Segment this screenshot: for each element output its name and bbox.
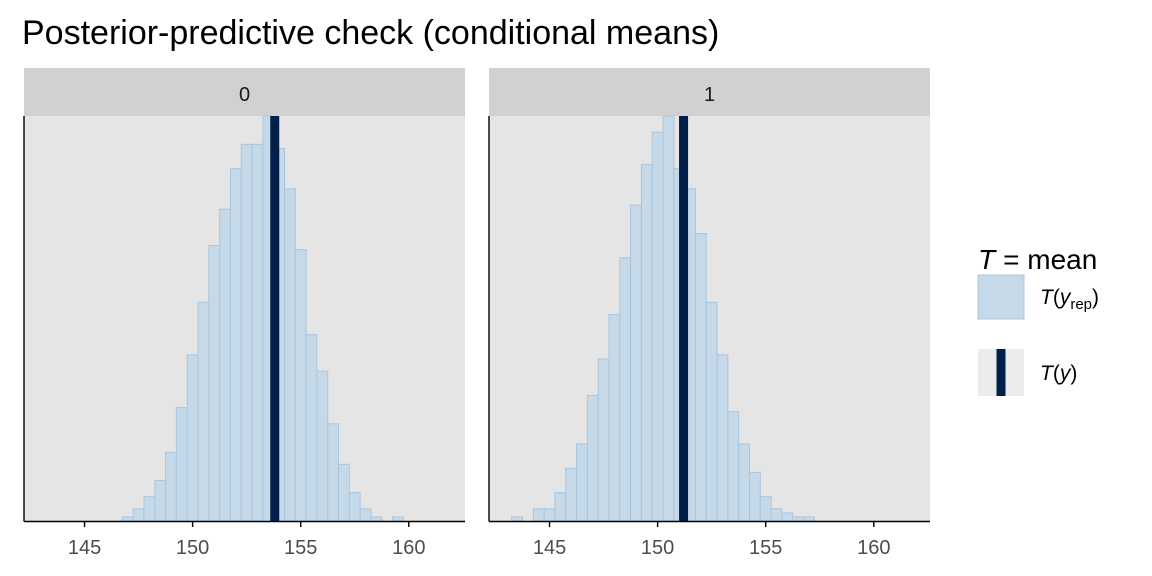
histogram-bar — [338, 463, 350, 522]
histogram-bar — [219, 208, 231, 522]
histogram-bar — [640, 164, 653, 522]
x-tick-label: 145 — [68, 537, 101, 559]
histogram-bar — [554, 492, 567, 522]
histogram-bar — [359, 508, 372, 522]
histogram-bar — [586, 394, 599, 522]
panel-0-histogram — [121, 115, 404, 522]
histogram-bar — [143, 496, 156, 522]
x-tick-label: 155 — [284, 537, 317, 559]
panel-0: 0 145 150 155 160 — [23, 68, 465, 559]
legend-label-y-T: T — [1040, 362, 1055, 385]
histogram-bar — [748, 471, 761, 522]
histogram-bar — [770, 508, 783, 522]
x-tick-label: 145 — [533, 537, 566, 559]
x-tick-label: 150 — [641, 537, 674, 559]
histogram-bar — [716, 354, 729, 522]
histogram-bar — [792, 516, 805, 522]
histogram-bar — [608, 313, 621, 522]
histogram-bar — [662, 115, 675, 522]
panel-0-x-axis-ticks: 145 150 155 160 — [68, 521, 425, 559]
histogram-bar — [619, 257, 632, 522]
histogram-bar — [392, 516, 404, 522]
histogram-bar — [803, 516, 815, 522]
histogram-bar — [543, 508, 556, 522]
histogram-bar — [694, 232, 707, 522]
histogram-bar — [532, 508, 545, 522]
histogram-bar — [283, 188, 296, 522]
histogram-bar — [781, 512, 794, 522]
histogram-bar — [705, 301, 718, 522]
histogram-bar — [370, 516, 383, 522]
x-tick-label: 150 — [176, 537, 209, 559]
strip-0-background — [24, 68, 465, 116]
histogram-bar — [240, 143, 253, 522]
histogram-bar — [316, 370, 329, 522]
histogram-bar — [305, 334, 318, 522]
legend-label-yrep: T(yrep) — [1040, 286, 1099, 313]
histogram-bar — [348, 492, 361, 522]
histogram-bar — [229, 168, 242, 522]
legend-label-yrep-T: T — [1040, 286, 1055, 309]
histogram-bar — [630, 204, 642, 522]
x-tick-label: 155 — [749, 537, 782, 559]
legend: T = mean T(yrep) T(y) — [977, 244, 1099, 396]
strip-1-label: 1 — [704, 84, 715, 106]
chart-title: Posterior-predictive check (conditional … — [22, 14, 719, 52]
panel-1-x-axis-ticks: 145 150 155 160 — [533, 521, 890, 559]
legend-label-y-y: y — [1058, 362, 1072, 385]
panel-1: 1 145 150 155 160 — [488, 68, 930, 559]
x-tick-label: 160 — [857, 537, 890, 559]
panel-1-histogram — [511, 115, 815, 522]
observed-statistic-line — [679, 116, 689, 521]
histogram-bar — [197, 301, 210, 522]
legend-title-text: = mean — [1003, 244, 1097, 275]
histogram-bar — [251, 143, 264, 522]
histogram-bar — [651, 131, 664, 522]
legend-title: T = mean — [978, 244, 1097, 275]
histogram-bar — [511, 516, 524, 522]
histogram-bar — [597, 358, 610, 522]
legend-label-y: T(y) — [1040, 362, 1077, 385]
observed-statistic-line — [270, 116, 280, 521]
histogram-bar — [327, 423, 340, 522]
histogram-bar — [186, 354, 199, 522]
histogram-bar — [738, 443, 750, 522]
histogram-bar — [759, 496, 772, 522]
histogram-bar — [727, 411, 740, 522]
histogram-bar — [565, 467, 578, 522]
histogram-bar — [132, 508, 145, 522]
strip-0-label: 0 — [239, 84, 250, 106]
x-tick-label: 160 — [392, 537, 425, 559]
legend-label-yrep-sub: rep — [1070, 296, 1092, 313]
histogram-bar — [294, 249, 307, 522]
histogram-bar — [576, 443, 588, 522]
legend-key-y-line — [996, 349, 1006, 396]
legend-title-stat-symbol: T — [978, 244, 997, 275]
histogram-bar — [208, 245, 221, 522]
histogram-bar — [154, 480, 167, 522]
histogram-bar — [175, 407, 188, 522]
legend-label-yrep-y: y — [1058, 286, 1072, 309]
legend-key-yrep — [977, 274, 1025, 320]
strip-1-background — [489, 68, 930, 116]
histogram-bar — [165, 451, 177, 522]
histogram-bar — [121, 516, 134, 522]
